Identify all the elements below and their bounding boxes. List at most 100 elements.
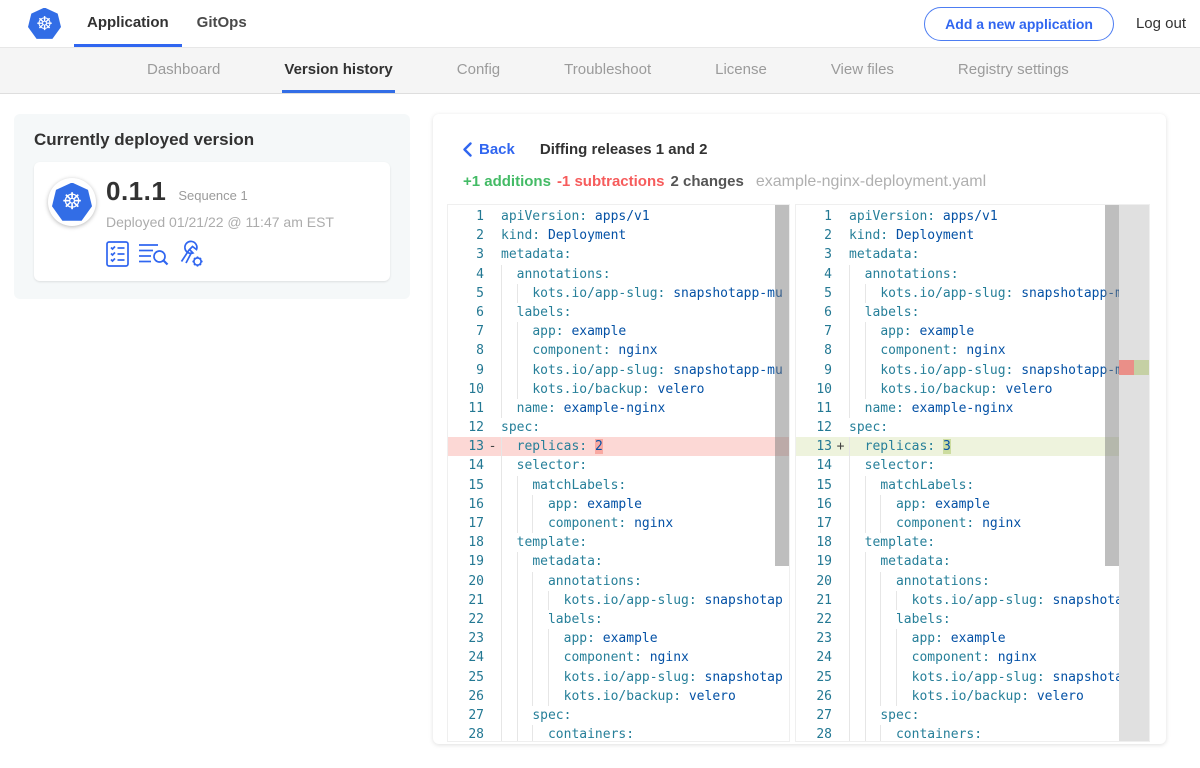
- diff-overview-ruler[interactable]: [1119, 205, 1149, 741]
- tab-gitops[interactable]: GitOps: [184, 0, 260, 47]
- code-line: 10 kots.io/backup: velero: [796, 379, 1119, 399]
- subnav-item-view-files[interactable]: View files: [829, 48, 896, 93]
- ruler-addition-marker: [1134, 360, 1149, 375]
- code-line: 13 + replicas: 3: [796, 437, 1119, 457]
- code-line: 27 spec:: [796, 705, 1119, 726]
- kubernetes-wheel-icon: ☸: [61, 189, 83, 215]
- code-line: 15 matchLabels:: [448, 475, 789, 495]
- code-line: 12 spec:: [816, 420, 889, 436]
- code-line: 22 labels:: [796, 609, 1119, 630]
- code-line: 16 app: example: [448, 494, 789, 514]
- code-line: 27 spec:: [448, 705, 789, 726]
- subnav-item-registry-settings[interactable]: Registry settings: [956, 48, 1071, 93]
- code-line: 23 app: example: [448, 629, 789, 649]
- currently-deployed-card: Currently deployed version ☸ 0.1.1 Seque…: [14, 114, 410, 299]
- code-line: 12 spec:: [468, 420, 541, 436]
- main-content: Currently deployed version ☸ 0.1.1 Seque…: [0, 94, 1200, 744]
- app-logo[interactable]: ☸: [28, 0, 61, 47]
- code-line: 10 kots.io/backup: velero: [448, 379, 789, 399]
- wrench-gear-icon[interactable]: [178, 240, 205, 267]
- code-line: 22 labels:: [448, 609, 789, 630]
- diff-pane-modified[interactable]: 1 apiVersion: apps/v1 2 kind: Deployment 3 meta…: [795, 204, 1150, 742]
- code-line: 13- replicas: 2: [448, 437, 789, 457]
- code-line: 14 selector:: [796, 456, 1119, 476]
- code-line: 7 app: example: [448, 322, 789, 342]
- code-line: 8 component: nginx: [448, 341, 789, 361]
- diff-title: Diffing releases 1 and 2: [539, 141, 708, 158]
- code-line: 4 annotations:: [796, 264, 1119, 284]
- code-line: 6 labels:: [796, 302, 1119, 323]
- code-line: 19 metadata:: [448, 552, 789, 572]
- subnav-label: Version history: [284, 60, 393, 78]
- version-action-icons: [106, 240, 334, 267]
- ruler-deletion-marker: [1119, 360, 1134, 375]
- subnav-item-dashboard[interactable]: Dashboard: [145, 48, 222, 93]
- deploy-logs-search-icon[interactable]: [138, 241, 169, 266]
- subnav-label: Registry settings: [957, 60, 1069, 78]
- subnav-item-config[interactable]: Config: [455, 48, 502, 93]
- subnav-item-version-history[interactable]: Version history: [282, 48, 395, 93]
- code-line: 28 containers:: [448, 725, 789, 741]
- kubernetes-wheel-icon: ☸: [35, 12, 54, 35]
- code-line: 11 name: example-nginx: [796, 398, 1119, 419]
- logout-link[interactable]: Log out: [1135, 15, 1186, 32]
- code-line: 23 app: example: [796, 629, 1119, 649]
- deployed-version-card: ☸ 0.1.1 Sequence 1 Deployed 01/21/22 @ 1…: [34, 162, 390, 281]
- code-line: 3 metadata:: [824, 247, 920, 263]
- tab-gitops-label: GitOps: [196, 13, 247, 31]
- modified-scrollbar-thumb[interactable]: [1105, 205, 1119, 566]
- code-line: 18 template:: [796, 533, 1119, 553]
- diff-filename: example-nginx-deployment.yaml: [755, 173, 987, 190]
- back-link[interactable]: Back: [463, 141, 515, 158]
- subnav-item-license[interactable]: License: [713, 48, 769, 93]
- tab-application[interactable]: Application: [74, 0, 182, 47]
- code-line: 19 metadata:: [796, 552, 1119, 572]
- code-line: 20 annotations:: [796, 571, 1119, 591]
- code-line: 26 kots.io/backup: velero: [448, 686, 789, 706]
- code-line: 14 selector:: [448, 456, 789, 476]
- code-line: 6 labels:: [448, 302, 789, 323]
- diff-pane-original[interactable]: 1 apiVersion: apps/v1 2 kind: Deployment 3 meta…: [447, 204, 790, 742]
- modified-code-lines: 1 apiVersion: apps/v1 2 kind: Deployment 3 meta…: [796, 207, 1119, 741]
- code-line: 28 containers:: [796, 725, 1119, 741]
- deployed-card-title: Currently deployed version: [34, 130, 255, 149]
- code-line: 24 component: nginx: [796, 648, 1119, 668]
- version-number: 0.1.1: [106, 176, 167, 206]
- diff-stats: +1 additions -1 subtractions 2 changes e…: [463, 173, 1150, 191]
- original-scrollbar-thumb[interactable]: [775, 205, 789, 566]
- subtractions-count: -1 subtractions: [556, 173, 665, 190]
- subnav-label: Dashboard: [147, 60, 221, 78]
- code-line: 1 apiVersion: apps/v1: [476, 209, 650, 224]
- diff-viewer-card: Back Diffing releases 1 and 2 +1 additio…: [433, 114, 1166, 744]
- code-line: 15 matchLabels:: [796, 475, 1119, 495]
- code-line: 26 kots.io/backup: velero: [796, 686, 1119, 706]
- app-sub-nav: Dashboard Version history Config Trouble…: [0, 48, 1200, 94]
- code-line: 11 name: example-nginx: [448, 398, 789, 419]
- code-line: 1 apiVersion: apps/v1: [824, 209, 998, 224]
- preflight-checklist-icon[interactable]: [106, 240, 129, 267]
- subnav-item-troubleshoot[interactable]: Troubleshoot: [562, 48, 653, 93]
- code-line: 7 app: example: [796, 322, 1119, 342]
- add-application-button[interactable]: Add a new application: [924, 6, 1114, 41]
- subnav-label: Config: [456, 60, 501, 78]
- subnav-label: License: [715, 60, 767, 78]
- app-icon-badge: ☸: [48, 178, 96, 226]
- code-line: 17 component: nginx: [796, 514, 1119, 534]
- code-line: 8 component: nginx: [796, 341, 1119, 361]
- additions-count: +1 additions: [463, 173, 551, 190]
- code-line: 16 app: example: [796, 494, 1119, 514]
- code-line: 18 template:: [448, 533, 789, 553]
- code-line: 2 kind: Deployment: [476, 228, 627, 244]
- code-line: 4 annotations:: [448, 264, 789, 284]
- subnav-label: View files: [830, 60, 894, 78]
- tab-application-label: Application: [87, 13, 169, 31]
- original-code-lines: 1 apiVersion: apps/v1 2 kind: Deployment 3 meta…: [448, 207, 789, 741]
- changes-count: 2 changes: [670, 173, 744, 190]
